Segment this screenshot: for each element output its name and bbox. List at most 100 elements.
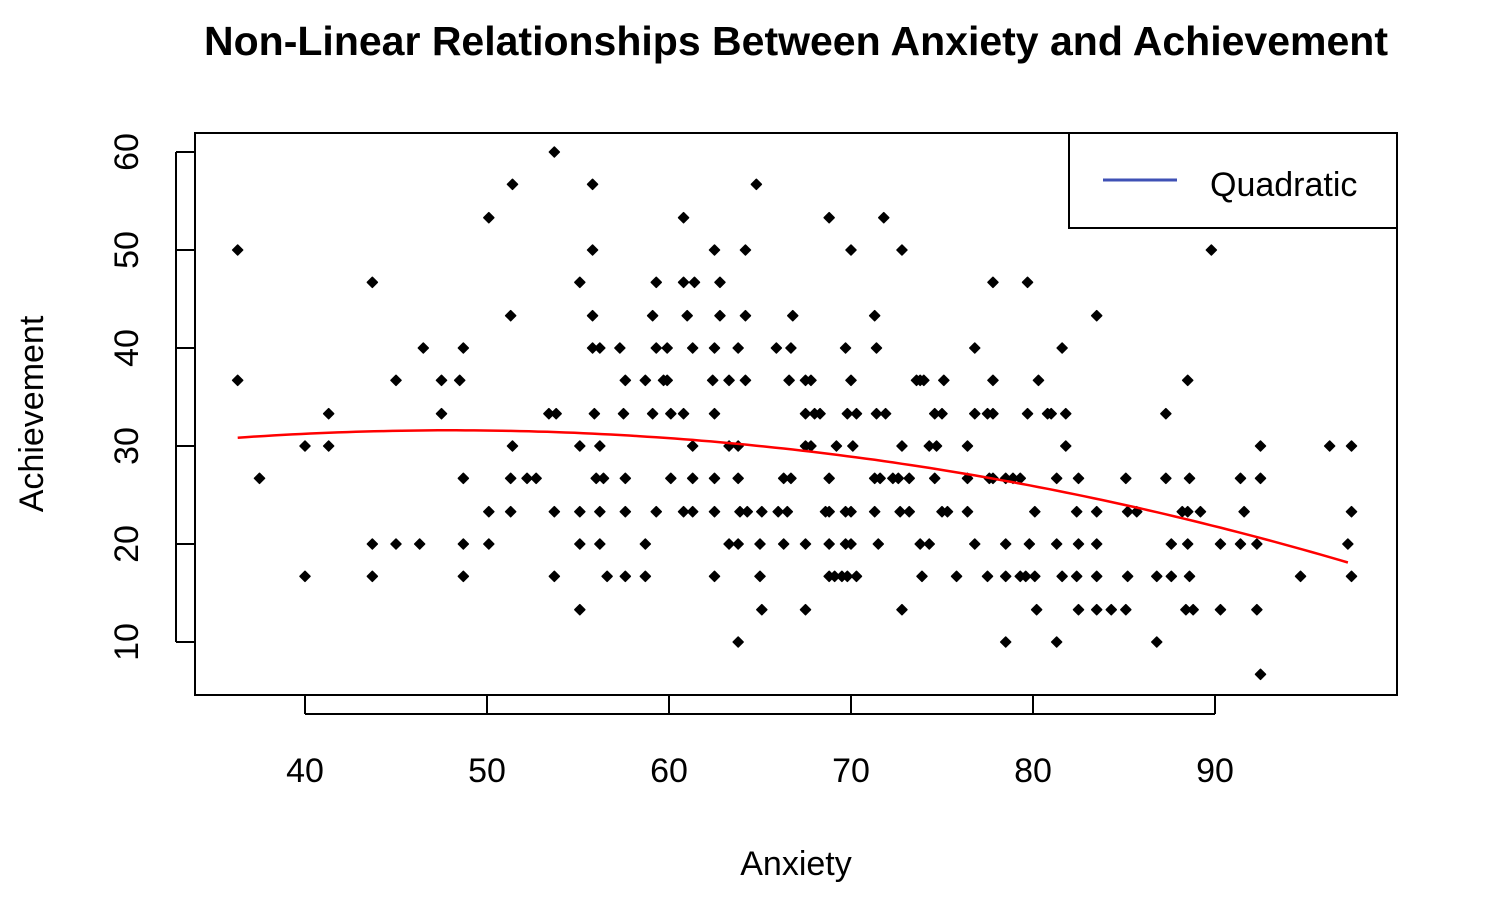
data-point [1181, 374, 1194, 387]
data-point [619, 472, 632, 485]
data-point [1151, 570, 1163, 583]
data-point [1254, 668, 1267, 681]
data-point [1021, 276, 1034, 289]
data-point [1345, 440, 1358, 452]
data-point [785, 342, 797, 354]
data-point [754, 570, 766, 583]
data-point [322, 440, 335, 452]
data-point [594, 342, 606, 354]
data-point [1070, 505, 1083, 518]
data-point [923, 538, 936, 550]
data-point [845, 244, 857, 256]
data-point [1090, 603, 1103, 616]
data-point [597, 472, 610, 485]
data-point [1238, 505, 1250, 518]
data-point [548, 505, 561, 518]
data-point [504, 505, 517, 518]
data-point [686, 472, 699, 485]
data-point [1060, 407, 1072, 420]
data-point [1072, 538, 1085, 550]
data-point [619, 570, 632, 583]
data-point [1090, 505, 1103, 518]
data-point [961, 505, 974, 518]
data-point [777, 538, 790, 550]
data-point [845, 374, 857, 387]
data-point [823, 505, 835, 518]
data-point [830, 440, 843, 452]
data-point [823, 211, 835, 224]
data-point [1160, 472, 1172, 485]
data-point [1254, 472, 1267, 485]
data-point [805, 374, 817, 387]
quadratic-fit-line [237, 429, 1349, 564]
data-point [783, 374, 795, 387]
data-point [574, 440, 586, 452]
data-point [1072, 603, 1085, 616]
data-point [868, 505, 881, 518]
data-point [1345, 570, 1358, 583]
data-point [714, 309, 726, 322]
data-point [941, 505, 954, 518]
data-point [706, 374, 719, 387]
data-point [903, 505, 915, 518]
data-point [417, 342, 430, 354]
data-point [938, 374, 950, 387]
data-point [574, 505, 586, 518]
data-point [723, 538, 735, 550]
data-point [1090, 309, 1103, 322]
x-tick-label: 80 [1014, 752, 1052, 790]
data-point [770, 342, 783, 354]
data-point [969, 342, 981, 354]
data-point [1121, 570, 1134, 583]
data-point [739, 309, 752, 322]
data-point [756, 505, 768, 518]
data-point [1251, 538, 1263, 550]
data-point [506, 440, 519, 452]
data-point [390, 374, 402, 387]
data-point [914, 538, 926, 550]
data-point [1050, 636, 1063, 648]
data-point [586, 309, 599, 322]
y-axis-label: Achievement [13, 315, 51, 512]
data-point [457, 538, 470, 550]
data-point [723, 374, 735, 387]
data-point [1345, 505, 1358, 518]
data-point [969, 538, 981, 550]
data-point [872, 538, 885, 550]
data-point [708, 472, 721, 485]
data-point [1050, 472, 1063, 485]
data-point [1120, 472, 1132, 485]
data-point [814, 407, 826, 420]
data-point [453, 374, 466, 387]
data-point [1183, 472, 1196, 485]
data-point [435, 374, 448, 387]
data-point [299, 570, 311, 583]
data-point [732, 636, 744, 648]
data-point [999, 538, 1012, 550]
data-point [366, 276, 379, 289]
data-point [799, 538, 812, 550]
data-point [868, 309, 881, 322]
y-axis: 10 20 30 40 50 60 [108, 133, 195, 661]
data-point [916, 570, 928, 583]
data-point [896, 440, 908, 452]
data-point [850, 570, 863, 583]
data-point [504, 472, 517, 485]
data-point [847, 440, 859, 452]
data-point [741, 505, 754, 518]
y-tick-label: 40 [108, 329, 146, 367]
data-point [504, 309, 517, 322]
data-point [483, 538, 495, 550]
data-point [772, 505, 784, 518]
data-point [677, 276, 690, 289]
x-tick-label: 60 [650, 752, 688, 790]
data-point [639, 374, 652, 387]
data-point [650, 342, 663, 354]
data-point [708, 342, 721, 354]
data-point [708, 505, 721, 518]
data-point [987, 407, 999, 420]
data-point [999, 636, 1012, 648]
data-point [586, 244, 599, 256]
data-point [646, 309, 659, 322]
